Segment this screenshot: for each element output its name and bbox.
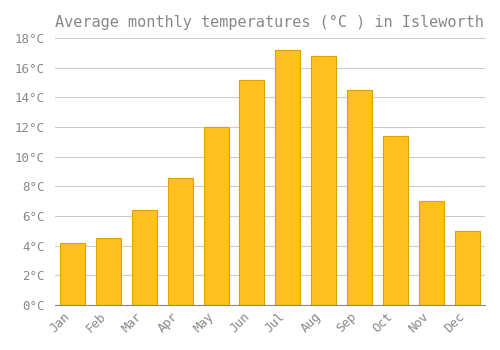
Bar [204,127,229,305]
Bar [60,243,85,305]
Bar [454,231,479,305]
Bar [275,50,300,305]
Bar [132,210,157,305]
Bar [96,238,121,305]
Bar [168,177,193,305]
Title: Average monthly temperatures (°C ) in Isleworth: Average monthly temperatures (°C ) in Is… [56,15,484,30]
Bar [240,80,264,305]
Bar [418,201,444,305]
Bar [347,90,372,305]
Bar [383,136,408,305]
Bar [311,56,336,305]
